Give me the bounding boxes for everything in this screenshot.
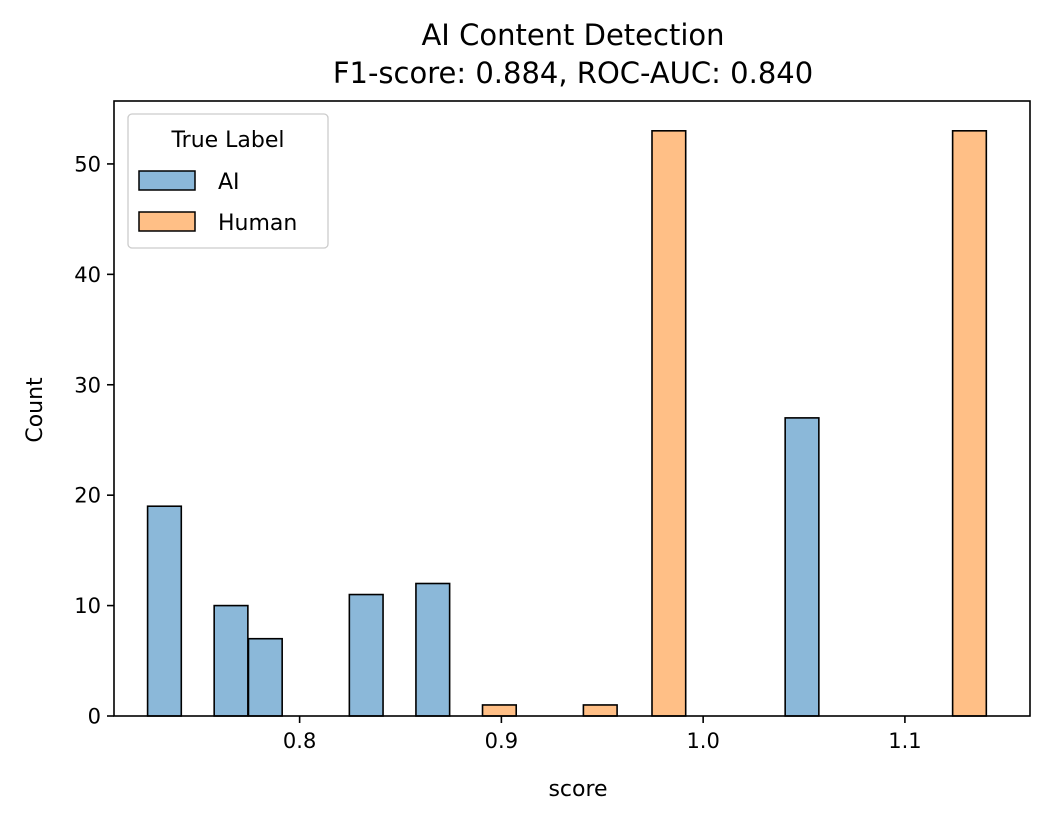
- bar-ai-2: [247, 637, 283, 717]
- x-tick-label: 0.9: [485, 729, 518, 753]
- bar-ai-1: [213, 604, 249, 717]
- bar-ai-0: [146, 505, 183, 717]
- legend-swatch-ai: [138, 170, 196, 191]
- legend-label-human: Human: [218, 211, 297, 236]
- legend-label-ai: AI: [218, 170, 240, 195]
- bar-ai-3: [348, 593, 384, 717]
- x-tick-label: 0.8: [283, 729, 316, 753]
- y-axis-ticks: 0 10 20 30 40 50: [74, 152, 114, 729]
- legend-swatch-human: [138, 211, 196, 232]
- x-axis-ticks: 0.8 0.9 1.0 1.1: [283, 716, 922, 753]
- chart-title-line-1: AI Content Detection: [421, 18, 724, 52]
- bar-human-0: [481, 704, 518, 717]
- y-tick-label: 40: [74, 263, 101, 287]
- x-tick-label: 1.1: [888, 729, 921, 753]
- x-axis-label: score: [548, 777, 607, 802]
- bar-human-2: [651, 130, 687, 717]
- plot-frame: [113, 100, 1031, 717]
- bar-ai-4: [415, 582, 451, 717]
- y-tick-label: 0: [88, 705, 101, 729]
- bars-layer: [146, 130, 988, 717]
- y-tick-label: 30: [74, 373, 101, 397]
- y-tick-label: 50: [74, 152, 101, 176]
- bar-human-3: [951, 130, 988, 717]
- legend-title: True Label: [170, 128, 284, 153]
- y-axis-label: Count: [23, 377, 48, 443]
- bar-ai-5: [784, 417, 820, 717]
- y-tick-label: 20: [74, 484, 101, 508]
- chart-title-line-2: F1-score: 0.884, ROC-AUC: 0.840: [333, 56, 813, 90]
- legend: True Label AI Human: [127, 113, 329, 249]
- x-tick-label: 1.0: [686, 729, 719, 753]
- bar-human-1: [582, 704, 618, 717]
- y-tick-label: 10: [74, 594, 101, 618]
